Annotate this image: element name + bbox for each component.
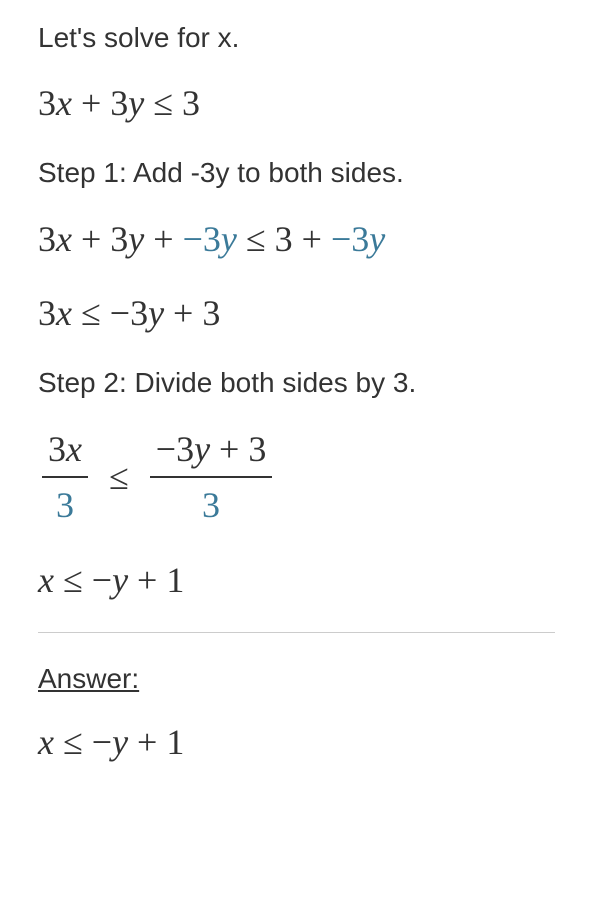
- sign: −: [331, 219, 351, 259]
- coef: 3: [48, 429, 66, 469]
- denominator: 3: [42, 478, 88, 529]
- var: x: [56, 293, 72, 333]
- coef: 3: [130, 293, 148, 333]
- step2-result: x ≤ −y + 1: [38, 557, 555, 604]
- var: x: [56, 83, 72, 123]
- var: y: [128, 219, 144, 259]
- numerator: 3x: [42, 426, 88, 479]
- intro-text: Let's solve for x.: [38, 20, 555, 56]
- op: +: [153, 219, 173, 259]
- original-equation: 3x + 3y ≤ 3: [38, 80, 555, 127]
- numerator: −3y + 3: [150, 426, 273, 479]
- fraction-right: −3y + 3 3: [150, 426, 273, 530]
- sign: −: [92, 722, 112, 762]
- coef: 3: [203, 219, 221, 259]
- op: +: [173, 293, 193, 333]
- relation: ≤: [153, 83, 173, 123]
- const: 3: [202, 293, 220, 333]
- const: 3: [248, 429, 266, 469]
- relation: ≤: [63, 722, 83, 762]
- var: y: [369, 219, 385, 259]
- coef: 3: [38, 83, 56, 123]
- op: +: [137, 560, 157, 600]
- var: x: [66, 429, 82, 469]
- coef: 3: [176, 429, 194, 469]
- section-divider: [38, 632, 555, 633]
- sign: −: [92, 560, 112, 600]
- var: y: [221, 219, 237, 259]
- added-term-right: −3y: [331, 219, 385, 259]
- var: y: [128, 83, 144, 123]
- var: y: [148, 293, 164, 333]
- step1-label: Step 1: Add -3y to both sides.: [38, 155, 555, 191]
- op: +: [81, 83, 101, 123]
- coef: 3: [38, 293, 56, 333]
- var: x: [38, 722, 54, 762]
- relation: ≤: [63, 560, 83, 600]
- var: y: [112, 560, 128, 600]
- answer-equation: x ≤ −y + 1: [38, 719, 555, 766]
- fraction-left: 3x 3: [42, 426, 88, 530]
- step2-equation: 3x 3 ≤ −3y + 3 3: [38, 426, 555, 530]
- const: 1: [166, 722, 184, 762]
- step2-label: Step 2: Divide both sides by 3.: [38, 365, 555, 401]
- step1-equation: 3x + 3y + −3y ≤ 3 + −3y: [38, 216, 555, 263]
- var: y: [112, 722, 128, 762]
- op: +: [137, 722, 157, 762]
- var: y: [194, 429, 210, 469]
- const: 3: [275, 219, 293, 259]
- const: 3: [182, 83, 200, 123]
- added-term-left: −3y: [183, 219, 237, 259]
- coef: 3: [351, 219, 369, 259]
- coef: 3: [110, 219, 128, 259]
- coef: 3: [38, 219, 56, 259]
- op: +: [302, 219, 322, 259]
- op: +: [219, 429, 239, 469]
- const: 1: [166, 560, 184, 600]
- denominator: 3: [150, 478, 273, 529]
- var: x: [56, 219, 72, 259]
- op: +: [81, 219, 101, 259]
- relation: ≤: [101, 457, 137, 497]
- relation: ≤: [81, 293, 101, 333]
- sign: −: [183, 219, 203, 259]
- coef: 3: [110, 83, 128, 123]
- step1-result: 3x ≤ −3y + 3: [38, 290, 555, 337]
- var: x: [38, 560, 54, 600]
- sign: −: [156, 429, 176, 469]
- relation: ≤: [246, 219, 266, 259]
- sign: −: [110, 293, 130, 333]
- answer-label: Answer:: [38, 663, 555, 695]
